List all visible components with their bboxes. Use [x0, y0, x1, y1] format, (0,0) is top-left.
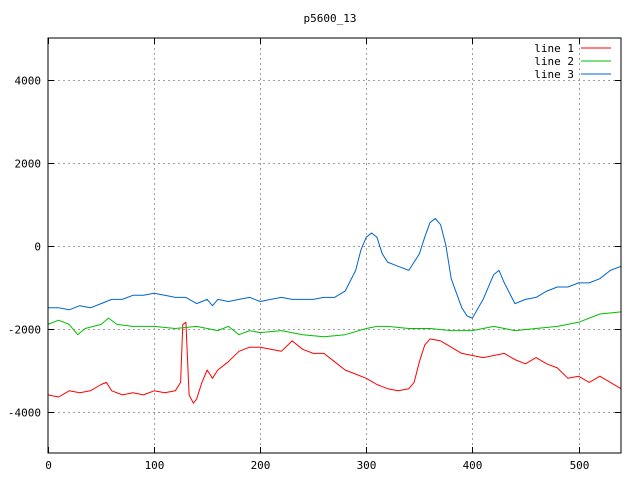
- axis-ticks: 0 100 200 300 400 500 -4000 -2000 0 2000 4000: [8, 38, 621, 472]
- legend-label: line 1: [534, 42, 574, 55]
- y-tick-label: 2000: [15, 158, 42, 171]
- plot-frame: [47, 37, 622, 454]
- x-tick-label: 300: [357, 459, 377, 472]
- x-tick-label: 200: [251, 459, 271, 472]
- series-line-1: [47, 321, 622, 404]
- y-tick-label: 0: [34, 241, 41, 254]
- series-line-2: [47, 311, 622, 338]
- chart-title: p5600_13: [304, 12, 357, 25]
- series-line-3: [48, 218, 622, 319]
- legend-label: line 3: [534, 68, 574, 81]
- legend-label: line 2: [534, 55, 574, 68]
- y-tick-label: -2000: [8, 324, 41, 337]
- series-layer: [47, 218, 622, 404]
- x-tick-label: 0: [45, 459, 52, 472]
- x-tick-label: 100: [145, 459, 165, 472]
- x-tick-label: 500: [570, 459, 590, 472]
- y-tick-label: 4000: [15, 75, 42, 88]
- grid-lines: [48, 38, 621, 453]
- x-tick-label: 400: [463, 459, 483, 472]
- y-tick-label: -4000: [8, 407, 41, 420]
